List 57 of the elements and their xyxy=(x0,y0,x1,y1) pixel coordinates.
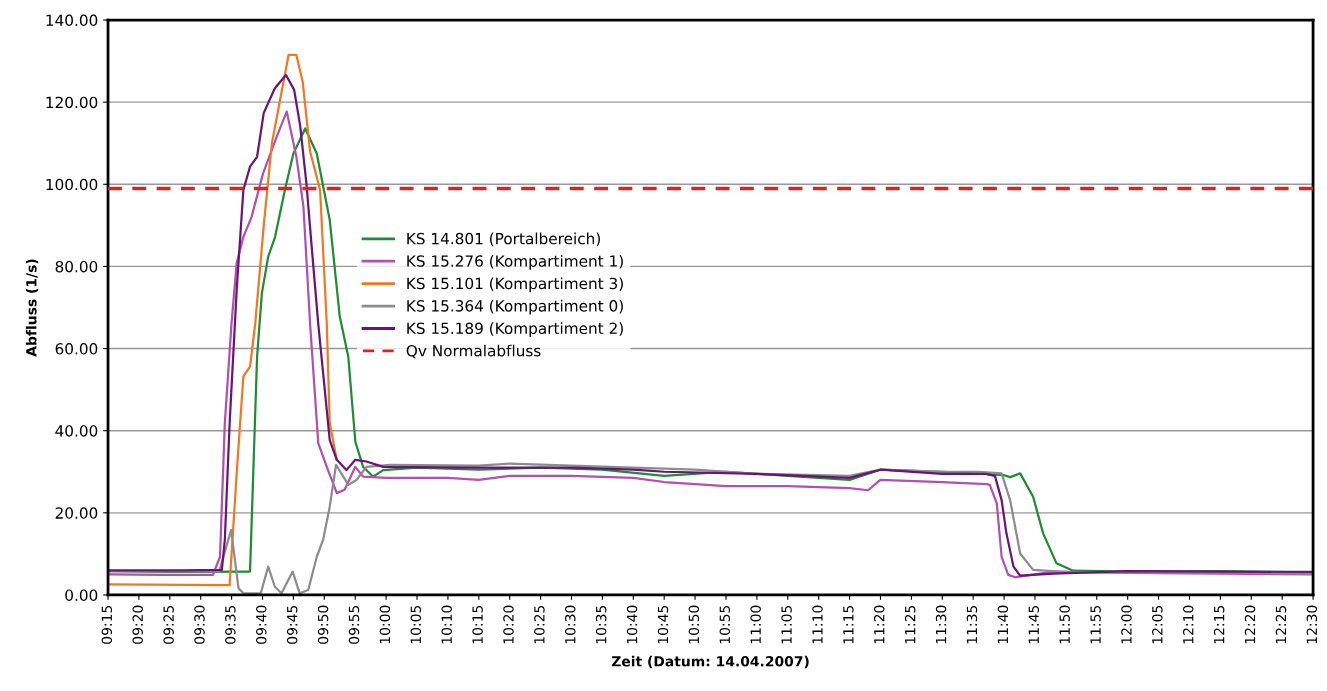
x-tick-label: 12:30 xyxy=(1306,605,1318,644)
x-tick-label: 10:20 xyxy=(503,605,514,644)
x-tick-label: 10:00 xyxy=(379,605,391,644)
x-tick-label: 09:15 xyxy=(101,605,113,644)
x-tick-label: 10:40 xyxy=(626,605,638,644)
x-tick-label: 10:15 xyxy=(472,605,483,644)
x-tick-label: 10:05 xyxy=(410,605,422,644)
x-tick-label: 10:55 xyxy=(719,605,731,644)
x-tick-label: 10:30 xyxy=(565,605,576,644)
x-tick-label: 11:15 xyxy=(843,605,854,644)
x-tick-label: 11:40 xyxy=(997,605,1009,644)
y-tick-label: 20.00 xyxy=(55,507,98,519)
x-tick-label: 10:10 xyxy=(441,605,452,644)
y-tick-label: 100.00 xyxy=(46,178,98,191)
x-axis-title: Zeit (Datum: 14.04.2007) xyxy=(611,655,809,669)
x-tick-label: 12:10 xyxy=(1183,605,1194,644)
x-tick-label: 10:50 xyxy=(688,605,700,644)
legend-label: KS 15.101 (Kompartiment 3) xyxy=(407,277,623,293)
legend-label: Qv Normalabfluss xyxy=(406,344,541,359)
y-tick-label: 60.00 xyxy=(55,343,98,355)
x-tick-label: 11:50 xyxy=(1059,605,1070,644)
x-tick-label: 11:00 xyxy=(750,605,761,644)
x-tick-label: 12:00 xyxy=(1121,605,1132,644)
x-tick-label: 11:55 xyxy=(1090,605,1101,644)
x-tick-label: 10:25 xyxy=(534,605,545,644)
x-tick-label: 09:35 xyxy=(225,605,236,644)
x-tick-label: 11:05 xyxy=(781,605,792,644)
x-tick-label: 11:10 xyxy=(812,605,823,644)
y-tick-label: 80.00 xyxy=(55,260,98,273)
x-tick-label: 09:55 xyxy=(348,605,360,644)
x-tick-label: 09:20 xyxy=(132,605,143,644)
x-tick-label: 11:45 xyxy=(1028,605,1040,644)
x-tick-label: 12:20 xyxy=(1244,605,1256,644)
x-tick-label: 12:15 xyxy=(1213,605,1225,644)
y-tick-label: 40.00 xyxy=(55,425,98,437)
x-tick-label: 09:50 xyxy=(317,605,329,644)
y-tick-label: 140.00 xyxy=(46,14,98,27)
x-tick-label: 11:20 xyxy=(874,605,885,644)
x-tick-label: 12:05 xyxy=(1152,605,1163,644)
legend-label: KS 15.189 (Kompartiment 2) xyxy=(407,322,623,338)
x-tick-label: 09:40 xyxy=(256,605,267,644)
y-tick-label: 120.00 xyxy=(46,96,98,109)
x-tick-label: 11:30 xyxy=(935,605,947,644)
x-tick-label: 09:25 xyxy=(163,605,174,644)
x-tick-label: 10:45 xyxy=(657,605,669,644)
x-tick-label: 09:45 xyxy=(286,605,298,644)
x-tick-label: 11:25 xyxy=(904,605,916,644)
legend-label: KS 15.276 (Kompartiment 1) xyxy=(407,254,623,270)
x-tick-label: 11:35 xyxy=(966,605,978,644)
legend-label: KS 14.801 (Portalbereich) xyxy=(407,232,600,247)
x-tick-label: 12:25 xyxy=(1275,605,1287,644)
line-series xyxy=(108,53,338,587)
y-tick-label: 0.00 xyxy=(65,589,98,601)
legend-label: KS 15.364 (Kompartiment 0) xyxy=(407,299,623,315)
y-axis-title: Abfluss (1/s) xyxy=(25,259,39,357)
x-tick-label: 09:30 xyxy=(194,605,205,644)
x-tick-label: 10:35 xyxy=(595,605,607,644)
